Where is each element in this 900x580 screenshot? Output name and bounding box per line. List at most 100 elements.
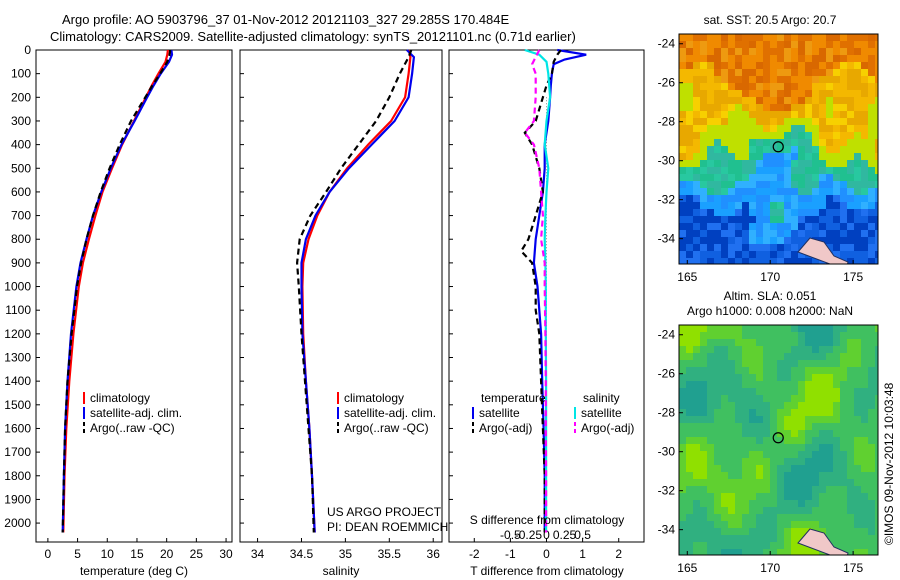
depth-tick-label: 1000 [4, 280, 31, 294]
map-y-tick-label: -30 [658, 154, 676, 168]
series-line-argo-adj- [519, 49, 562, 533]
series-line-satellite [532, 48, 587, 533]
map-x-tick-label: 175 [843, 561, 863, 575]
depth-tick-label: 0 [24, 43, 31, 57]
x-tick-label: 34 [251, 547, 265, 561]
depth-tick-label: 300 [11, 114, 31, 128]
sst-map-title: sat. SST: 20.5 Argo: 20.7 [704, 13, 837, 27]
legend-t-argo: Argo(-adj) [479, 421, 532, 435]
legend-satellite-adj: satellite-adj. clim. [90, 406, 182, 420]
map-y-tick-label: -32 [658, 484, 676, 498]
x-tick-label: 10 [101, 547, 115, 561]
map-y-tick-label: -26 [658, 76, 676, 90]
x-tick-label: 2 [615, 547, 622, 561]
x-tick-label: 15 [130, 547, 144, 561]
x-tick-label: 35.5 [378, 547, 402, 561]
s-diff-xlabel: S difference from climatology [470, 513, 625, 527]
project-credit: US ARGO PROJECT [327, 505, 442, 519]
depth-tick-label: 1500 [4, 398, 31, 412]
map-y-tick-label: -32 [658, 193, 676, 207]
temperature-legend: climatology satellite-adj. clim. Argo(..… [83, 391, 182, 435]
depth-tick-label: 1800 [4, 469, 31, 483]
x-tick-label: 30 [219, 547, 233, 561]
depth-tick-label: 1200 [4, 327, 31, 341]
map-x-tick-label: 170 [760, 561, 780, 575]
legend-t-satellite: satellite [479, 406, 520, 420]
map-cells [679, 325, 878, 555]
pi-credit: PI: DEAN ROEMMICH [327, 520, 448, 534]
series-line-climatology [62, 49, 169, 533]
series-line-argo-raw-qc- [61, 49, 172, 533]
depth-tick-label: 1700 [4, 445, 31, 459]
depth-tick-label: 1600 [4, 421, 31, 435]
depth-tick-label: 1900 [4, 492, 31, 506]
map-3: 165 170 175 -24 -26 -28 -30 -32 -34 [658, 33, 879, 284]
map-y-tick-label: -28 [658, 115, 676, 129]
s-diff-tick-label: 0.25 [553, 528, 577, 542]
x-tick-label: 25 [190, 547, 204, 561]
x-tick-label: 5 [74, 547, 81, 561]
map-4: 165 170 175 -24 -26 -28 -30 -32 -34 [658, 324, 879, 575]
depth-tick-label: 1100 [5, 303, 31, 317]
map-frame [678, 33, 879, 265]
legend-header-temperature: temperature [481, 391, 546, 405]
depth-tick-label: 500 [11, 161, 31, 175]
depth-tick-label: 400 [11, 138, 31, 152]
legend-header-salinity: salinity [583, 391, 620, 405]
series-line-argo-raw-qc- [295, 49, 413, 533]
depth-tick-label: 800 [11, 232, 31, 246]
sla-map-subtitle: Argo h1000: 0.008 h2000: NaN [687, 304, 853, 318]
x-tick-label: -2 [469, 547, 480, 561]
salinity-legend: climatology satellite-adj. clim. Argo(..… [337, 391, 436, 435]
s-diff-tick-label: 0 [543, 528, 550, 542]
s-diff-tick-label: 0.5 [574, 528, 591, 542]
map-frame [678, 324, 879, 556]
sla-map-title: Altim. SLA: 0.051 [724, 289, 817, 303]
depth-tick-label: 1300 [4, 351, 31, 365]
timestamp: ©IMOS 09-Nov-2012 10:03:48 [882, 382, 896, 545]
map-x-tick-label: 165 [677, 561, 697, 575]
depth-tick-label: 100 [11, 67, 31, 81]
map-cells [679, 34, 878, 264]
map-y-tick-label: -34 [658, 523, 676, 537]
depth-tick-label: 2000 [4, 516, 31, 530]
x-tick-label: 36 [427, 547, 441, 561]
map-y-tick-label: -24 [658, 37, 676, 51]
difference-legend: temperature salinity satellite Argo(-adj… [472, 391, 634, 435]
legend-climatology: climatology [90, 391, 150, 405]
map-y-tick-label: -34 [658, 232, 676, 246]
coastline-icon [797, 237, 849, 264]
depth-tick-label: 200 [11, 90, 31, 104]
depth-tick-label: 600 [11, 185, 31, 199]
map-y-tick-label: -24 [658, 328, 676, 342]
map-x-tick-label: 170 [760, 270, 780, 284]
x-tick-label: 20 [160, 547, 174, 561]
legend-argo: Argo(..raw -QC) [344, 421, 429, 435]
map-x-tick-label: 165 [677, 270, 697, 284]
map-x-tick-label: 175 [843, 270, 863, 284]
temperature-xlabel: temperature (deg C) [80, 564, 188, 578]
depth-tick-label: 900 [11, 256, 31, 270]
s-diff-tick-label: -0.25 [515, 528, 543, 542]
chart-title-line1: Argo profile: AO 5903796_37 01-Nov-2012 … [62, 12, 510, 27]
x-tick-label: 0 [45, 547, 52, 561]
x-tick-label: 35 [339, 547, 353, 561]
argo-location-marker [772, 432, 784, 444]
legend-satellite-adj: satellite-adj. clim. [344, 406, 436, 420]
legend-argo: Argo(..raw -QC) [90, 421, 175, 435]
t-diff-xlabel: T difference from climatology [470, 564, 624, 578]
x-tick-label: 34.5 [290, 547, 314, 561]
map-y-tick-label: -30 [658, 445, 676, 459]
series-line-argo-adj- [523, 49, 548, 533]
legend-s-satellite: satellite [581, 406, 622, 420]
s-diff-tick-label: -0.5 [500, 528, 521, 542]
argo-location-marker [772, 141, 784, 153]
coastline-icon [797, 528, 849, 555]
chart-title-line2: Climatology: CARS2009. Satellite-adjuste… [50, 29, 576, 44]
depth-tick-label: 1400 [4, 374, 31, 388]
salinity-xlabel: salinity [323, 564, 360, 578]
salinity-panel-frame [239, 49, 443, 543]
map-y-tick-label: -28 [658, 406, 676, 420]
series-line-satellite [524, 48, 552, 533]
